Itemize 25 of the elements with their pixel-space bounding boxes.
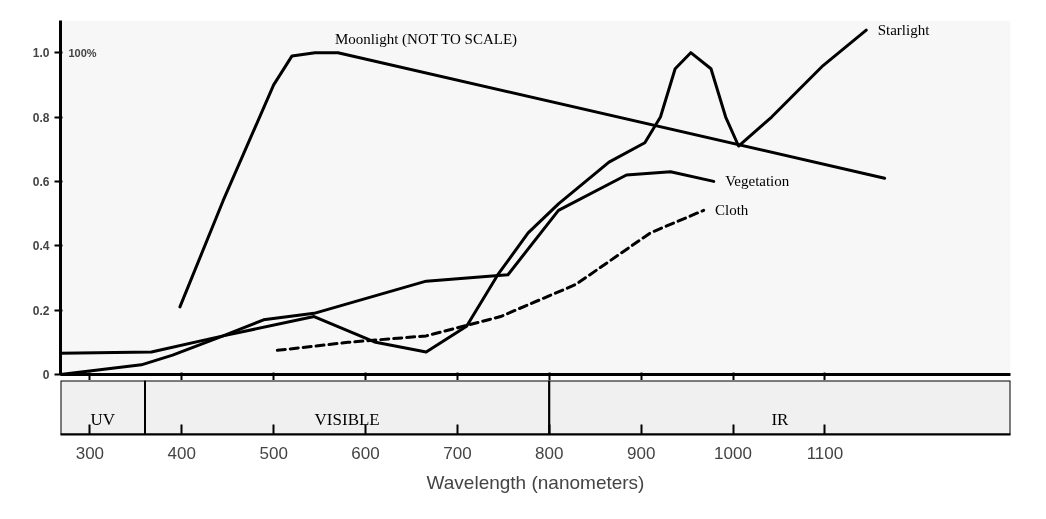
x-tick-label: 500	[259, 443, 288, 463]
series-label: Moonlight (NOT TO SCALE)	[335, 30, 518, 48]
x-tick-label: 300	[75, 443, 105, 463]
x-tick-label: 600	[351, 443, 380, 463]
x-tick-label: 800	[535, 443, 564, 463]
x-tick-label: 1100	[806, 443, 844, 463]
x-tick-label: 700	[443, 443, 472, 463]
series-label: Cloth	[715, 202, 749, 219]
x-tick-label: 900	[626, 443, 656, 463]
y-tick-label: 0.6	[32, 174, 50, 189]
y-tick-label: 1.0	[32, 46, 50, 61]
series-label: Starlight	[877, 22, 931, 39]
y-tick-label: 0.2	[32, 303, 50, 318]
band-label: VISIBLE	[314, 410, 380, 430]
band-label: IR	[771, 410, 790, 430]
annotation: 100%	[68, 46, 97, 59]
band-label: UV	[90, 410, 116, 430]
x-axis-title: Wavelength (nanometers)	[426, 471, 645, 493]
y-tick-label: 0	[42, 368, 50, 382]
line-series	[275, 208, 706, 352]
series-label: Vegetation	[725, 173, 790, 190]
x-tick-label: 1000	[714, 443, 752, 463]
y-tick-label: 0.4	[32, 239, 50, 254]
y-tick-label: 0.8	[32, 110, 50, 125]
x-tick-label: 400	[167, 443, 196, 463]
